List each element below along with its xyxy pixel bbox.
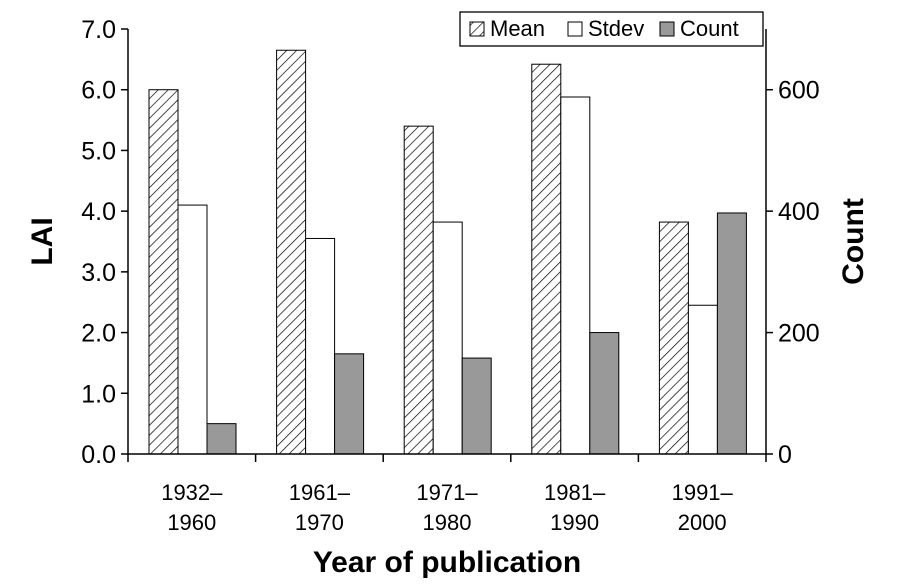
x-tick-label-4-line2: 1990 <box>550 510 599 535</box>
bar-count-4 <box>589 332 620 455</box>
bars-group <box>148 49 747 455</box>
bar-mean-4 <box>531 63 562 455</box>
bar-stdev-5 <box>687 304 718 455</box>
x-tick-label-3-line2: 1980 <box>423 510 472 535</box>
x-tick-label-2-line1: 1961– <box>289 480 351 505</box>
y-tick-label-left: 6.0 <box>81 77 116 105</box>
x-tick-label-3-line1: 1971– <box>416 480 478 505</box>
bar-count-5 <box>716 212 747 455</box>
x-tick-label-1-line2: 1960 <box>167 510 216 535</box>
bar-mean-2 <box>276 49 307 455</box>
x-tick-label-2-line2: 1970 <box>295 510 344 535</box>
x-tick-label-5-line2: 2000 <box>678 510 727 535</box>
y-tick-label-left: 7.0 <box>81 16 116 44</box>
labels-group: 0.0 1.0 2.0 3.0 4.0 5.0 6.0 7.0 0 200 400 600 1932– 1… <box>26 16 870 579</box>
y-tick-label-left: 5.0 <box>81 137 116 165</box>
y-tick-label-left: 2.0 <box>81 320 116 348</box>
bar-count-1 <box>206 423 237 455</box>
bar-mean-5 <box>658 221 689 455</box>
x-tick-label-5-line1: 1991– <box>672 480 734 505</box>
bar-stdev-1 <box>177 204 208 455</box>
y-tick-label-left: 3.0 <box>81 259 116 287</box>
legend-label-mean: Mean <box>490 16 545 41</box>
y-axis-title-right: Count <box>837 198 870 285</box>
y-tick-label-left: 4.0 <box>81 198 116 226</box>
bar-count-2 <box>334 353 365 455</box>
y-tick-label-left: 0.0 <box>81 441 116 469</box>
bar-mean-1 <box>148 89 179 455</box>
y-tick-label-right: 0 <box>778 441 792 469</box>
x-tick-label-4-line1: 1981– <box>544 480 606 505</box>
legend-label-stdev: Stdev <box>588 16 644 41</box>
y-tick-label-right: 200 <box>778 320 820 348</box>
x-tick-label-1-line1: 1932– <box>161 480 223 505</box>
y-tick-label-right: 400 <box>778 198 820 226</box>
bar-stdev-3 <box>432 221 463 455</box>
y-axis-title-left: LAI <box>26 217 59 265</box>
x-axis-title: Year of publication <box>313 546 581 579</box>
legend: Mean Stdev Count <box>459 11 764 47</box>
legend-box <box>459 11 764 47</box>
bar-count-3 <box>461 357 492 455</box>
legend-swatch-stdev <box>567 21 583 37</box>
bar-stdev-4 <box>560 96 591 455</box>
y-tick-label-left: 1.0 <box>81 380 116 408</box>
legend-swatch-mean <box>469 21 485 37</box>
bar-mean-3 <box>403 125 434 455</box>
legend-swatch-count <box>659 21 675 37</box>
axes-group <box>121 28 773 462</box>
legend-label-count: Count <box>680 16 739 41</box>
bar-stdev-2 <box>305 237 336 455</box>
y-tick-label-right: 600 <box>778 77 820 105</box>
